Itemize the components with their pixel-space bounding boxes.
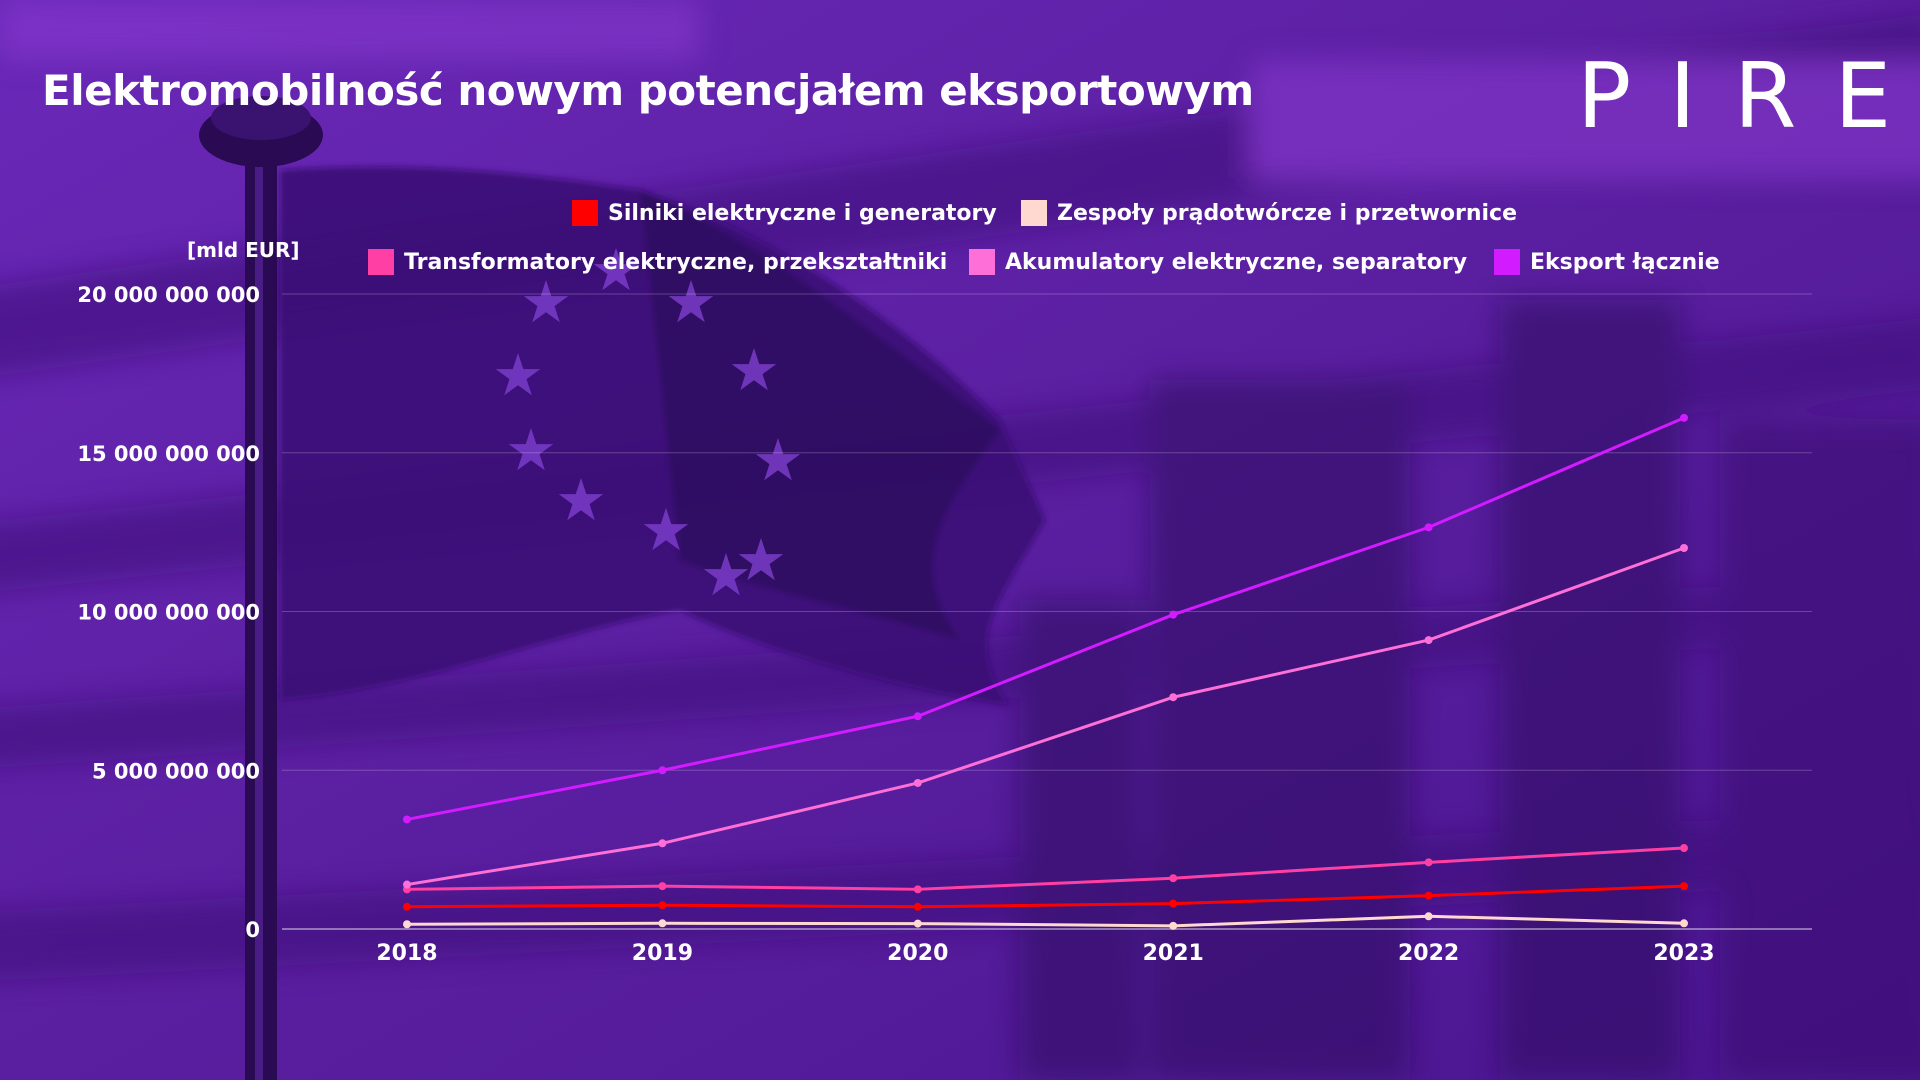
data-point-silniki (913, 902, 922, 911)
data-point-eksport (403, 815, 411, 824)
series-line-zespoly (406, 914, 1685, 928)
legend-swatch-transformatory (368, 249, 394, 275)
y-tick-label: 0 (245, 918, 260, 942)
series-line-akumulatory (406, 546, 1685, 887)
svg-text:★: ★ (640, 496, 692, 564)
data-point-silniki (403, 902, 411, 911)
data-point-akumulatory (1169, 693, 1178, 702)
svg-text:★: ★ (728, 336, 780, 404)
pire-logo: PIRE (1577, 44, 1920, 149)
svg-text:★: ★ (520, 268, 572, 336)
svg-text:★: ★ (735, 526, 787, 594)
legend-label-silniki: Silniki elektryczne i generatory (608, 200, 997, 226)
flag-pole (199, 96, 323, 1080)
data-point-transformatory (658, 882, 667, 891)
eu-flag (280, 166, 1045, 706)
legend-label-akumulatory: Akumulatory elektryczne, separatory (1005, 249, 1468, 275)
data-point-transformatory (1424, 858, 1433, 867)
data-point-zespoly (913, 919, 922, 928)
legend-swatch-akumulatory (969, 249, 995, 275)
svg-text:★: ★ (590, 236, 642, 304)
svg-text:★: ★ (752, 426, 804, 494)
x-tick-label: 2020 (887, 941, 948, 966)
svg-text:★: ★ (700, 541, 752, 609)
data-point-eksport (1680, 413, 1688, 422)
data-point-akumulatory (913, 778, 922, 787)
data-point-akumulatory (403, 880, 411, 889)
data-point-eksport (1169, 610, 1178, 619)
y-tick-label: 15 000 000 000 (77, 442, 260, 466)
data-point-zespoly (1169, 921, 1178, 930)
series-line-eksport (406, 416, 1685, 821)
data-point-eksport (913, 712, 922, 721)
flag-stars: ★ ★ ★ ★ ★ ★ ★ ★ ★ ★ ★ (492, 236, 804, 609)
y-tick-label: 5 000 000 000 (92, 759, 260, 783)
x-tick-label: 2023 (1653, 941, 1714, 966)
data-point-zespoly (658, 919, 667, 928)
legend-swatch-silniki (572, 200, 598, 226)
svg-text:★: ★ (492, 341, 544, 409)
data-point-akumulatory (1680, 544, 1688, 552)
data-point-silniki (1424, 891, 1433, 900)
x-tick-label: 2019 (632, 941, 693, 966)
data-point-silniki (1169, 899, 1178, 908)
data-point-transformatory (1680, 844, 1688, 853)
data-point-silniki (1680, 882, 1688, 891)
data-point-zespoly (1424, 912, 1433, 921)
legend-swatch-eksport (1494, 249, 1520, 275)
svg-text:★: ★ (555, 466, 607, 534)
legend-item-akumulatory: Akumulatory elektryczne, separatory (969, 249, 1467, 275)
legend-item-eksport: Eksport łącznie (1494, 249, 1720, 275)
legend-label-transformatory: Transformatory elektryczne, przekształtn… (404, 249, 948, 275)
data-point-zespoly (1680, 919, 1688, 928)
legend-swatch-zespoly (1021, 200, 1047, 226)
data-point-eksport (658, 766, 667, 775)
data-point-akumulatory (1424, 636, 1433, 645)
data-point-eksport (1424, 523, 1433, 532)
data-point-transformatory (1169, 874, 1178, 883)
legend-item-zespoly: Zespoły prądotwórcze i przetwornice (1021, 200, 1517, 226)
svg-text:★: ★ (505, 416, 557, 484)
legend-label-zespoly: Zespoły prądotwórcze i przetwornice (1057, 200, 1518, 226)
data-point-zespoly (403, 920, 411, 929)
series-line-silniki (406, 884, 1685, 909)
legend-label-eksport: Eksport łącznie (1530, 249, 1720, 275)
legend-item-silniki: Silniki elektryczne i generatory (572, 200, 997, 226)
y-tick-label: 20 000 000 000 (77, 283, 260, 307)
data-point-silniki (658, 901, 667, 910)
x-tick-label: 2022 (1398, 941, 1459, 966)
legend-item-transformatory: Transformatory elektryczne, przekształtn… (368, 249, 947, 275)
svg-text:★: ★ (665, 268, 717, 336)
data-point-akumulatory (658, 839, 667, 848)
y-axis-unit-label: [mld EUR] (187, 238, 300, 262)
series-line-transformatory (406, 846, 1685, 891)
page-title: Elektromobilność nowym potencjałem ekspo… (42, 66, 1254, 115)
x-tick-label: 2018 (376, 941, 437, 966)
x-tick-label: 2021 (1143, 941, 1204, 966)
data-point-transformatory (913, 885, 922, 894)
y-tick-label: 10 000 000 000 (77, 601, 260, 625)
